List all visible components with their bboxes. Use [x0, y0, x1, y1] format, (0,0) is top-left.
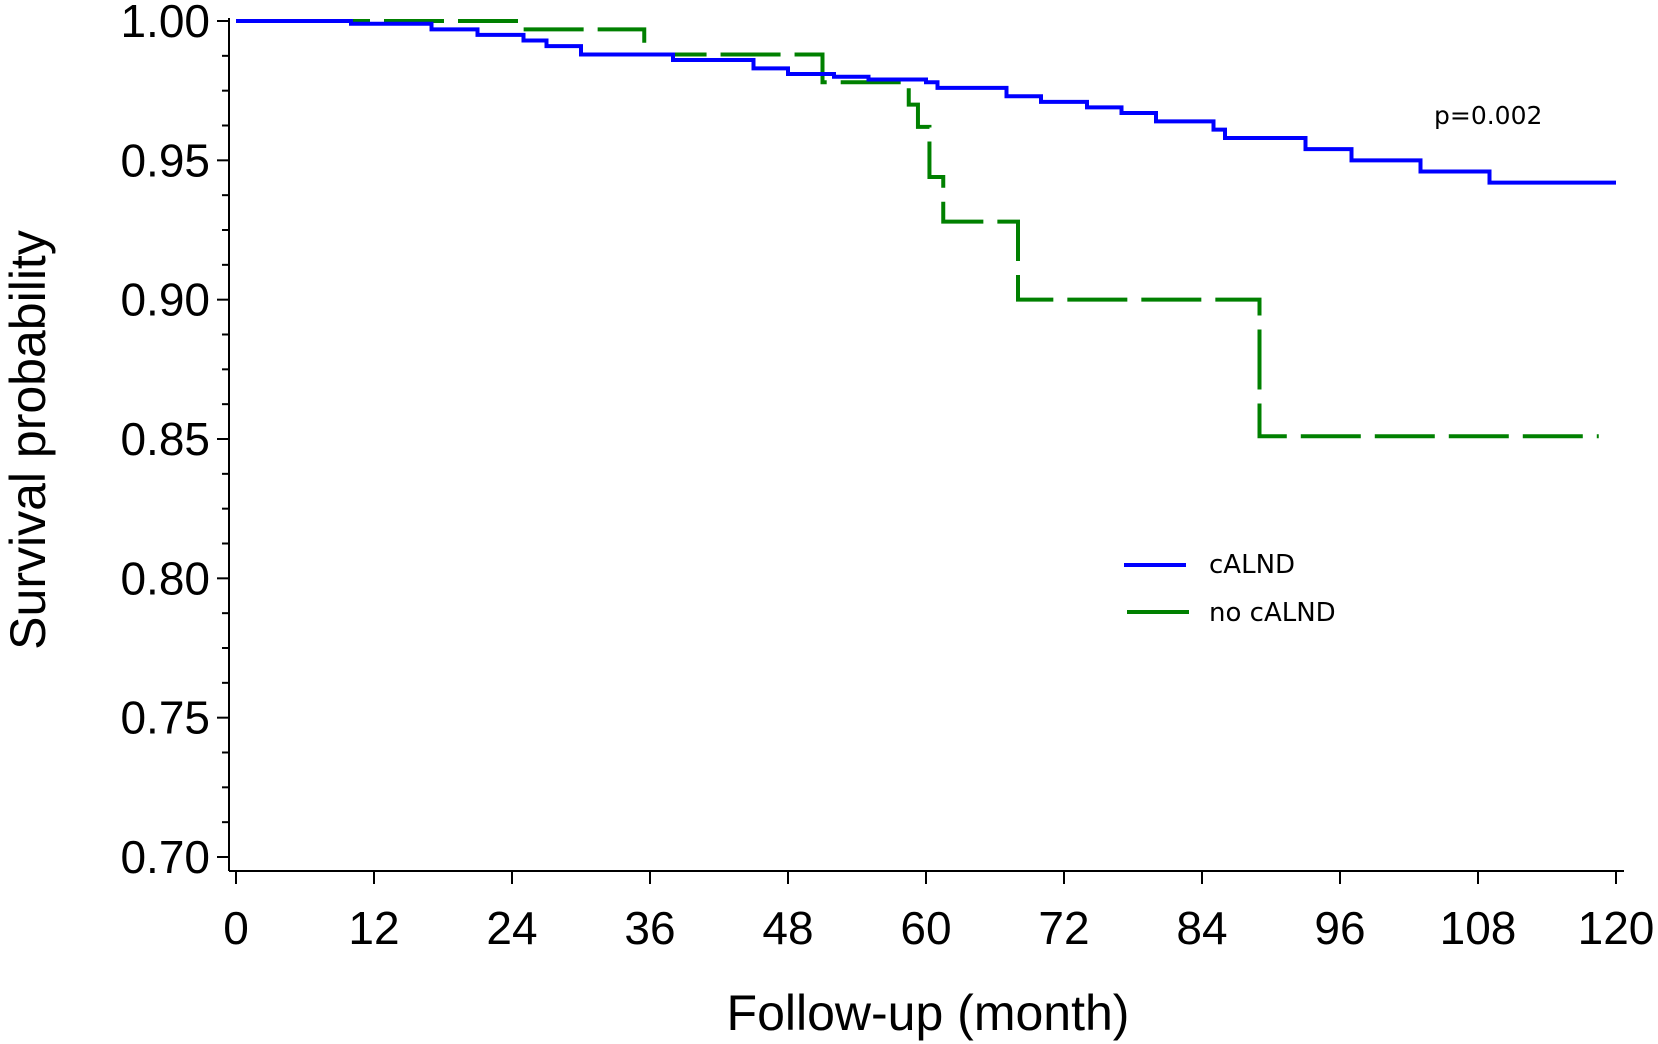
x-tick-label: 120 [1578, 902, 1655, 954]
legend: cALND no cALND [1124, 550, 1336, 628]
legend-label-no-calnd: no cALND [1209, 598, 1336, 628]
y-tick-label: 0.70 [120, 831, 210, 883]
y-ticks: 0.70 0.75 0.80 0.85 0.90 0.95 1.00 [120, 0, 229, 883]
p-value-annotation: p=0.002 [1434, 101, 1542, 130]
x-tick-label: 48 [762, 902, 813, 954]
y-tick-label: 0.80 [120, 552, 210, 604]
x-tick-label: 84 [1176, 902, 1227, 954]
x-tick-label: 96 [1314, 902, 1365, 954]
x-tick-label: 24 [486, 902, 537, 954]
y-tick-label: 0.90 [120, 274, 210, 326]
legend-label-calnd: cALND [1209, 550, 1295, 580]
x-tick-label: 72 [1038, 902, 1089, 954]
x-tick-label: 60 [900, 902, 951, 954]
x-tick-label: 12 [348, 902, 399, 954]
series-line-no-calnd [236, 19, 1599, 439]
x-ticks: 0 12 24 36 48 60 72 84 96 108 120 [223, 871, 1654, 954]
series-line-calnd [236, 19, 1616, 185]
x-tick-label: 0 [223, 902, 249, 954]
y-axis-title: Survival probability [0, 230, 56, 650]
series-layer [236, 19, 1616, 439]
y-tick-label: 0.85 [120, 413, 210, 465]
y-tick-label: 0.95 [120, 134, 210, 186]
y-tick-label: 0.75 [120, 692, 210, 744]
x-tick-label: 36 [624, 902, 675, 954]
x-tick-label: 108 [1440, 902, 1517, 954]
axes [228, 18, 1624, 872]
x-axis-title: Follow-up (month) [727, 985, 1130, 1041]
y-tick-label: 1.00 [120, 0, 210, 47]
